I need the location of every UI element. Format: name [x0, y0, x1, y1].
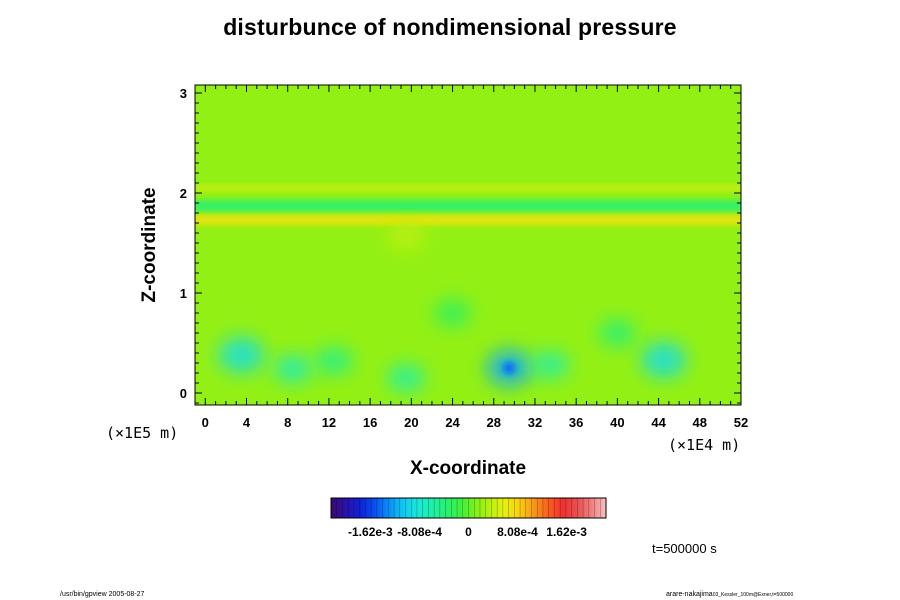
footer-program: /usr/bin/gpview 2005-08-27: [60, 591, 145, 598]
x-tick-label: 4: [243, 415, 251, 430]
colorbar-tick-label: -8.08e-4: [397, 525, 442, 539]
field-anomaly-6: [641, 342, 687, 378]
colorbar-tick-label: 1.62e-3: [546, 525, 587, 539]
colorbar-tick-label: 8.08e-4: [497, 525, 538, 539]
x-tick-label: 28: [487, 415, 501, 430]
field-band-0: [195, 185, 741, 191]
x-tick-label: 40: [610, 415, 624, 430]
x-tick-label: 44: [651, 415, 666, 430]
x-scale-factor: (×1E4 m): [668, 436, 741, 454]
plot-frame: [194, 84, 742, 406]
pressure-field: [195, 85, 741, 405]
field-anomaly-0: [218, 337, 265, 373]
field-anomaly-core-4: [503, 362, 516, 374]
field-band-1: [195, 200, 741, 212]
y-tick-label: 0: [180, 386, 187, 401]
y-tick-label: 1: [180, 286, 187, 301]
x-axis: 0 4 8 12 16 20 24 28 32 36 40 44 48 52: [194, 85, 748, 430]
y-tick-label: 2: [180, 186, 187, 201]
colorbar-tick-label: 0: [465, 525, 472, 539]
x-tick-label: 0: [202, 415, 209, 430]
field-anomaly-2: [315, 347, 353, 375]
x-tick-label: 32: [528, 415, 542, 430]
field-anomaly-1: [274, 355, 312, 383]
footer-run-id: 03_Kessler_100m@Exner,t=500000: [712, 592, 794, 598]
field-anomaly-5: [531, 351, 569, 379]
field-anomaly-7: [598, 319, 636, 347]
y-axis: 0 1 2 3: [180, 86, 741, 404]
x-tick-label: 24: [445, 415, 460, 430]
x-tick-label: 52: [734, 415, 748, 430]
time-label: t=500000 s: [652, 541, 717, 556]
colorbar-tick-label: -1.62e-3: [348, 525, 393, 539]
y-axis-label: Z-coordinate: [139, 187, 160, 303]
x-tick-label: 36: [569, 415, 583, 430]
x-tick-label: 20: [404, 415, 418, 430]
chart-title: disturbunce of nondimensional pressure: [223, 14, 677, 40]
x-tick-label: 16: [363, 415, 377, 430]
field-anomaly-9: [387, 222, 425, 250]
y-tick-label: 3: [180, 86, 187, 101]
field-anomaly-8: [434, 299, 472, 327]
z-scale-factor: (×1E5 m): [106, 424, 179, 442]
field-anomaly-3: [387, 364, 425, 392]
x-tick-label: 8: [284, 415, 291, 430]
footer-author: arare-nakajima03_Kessler_100m@Exner,t=50…: [666, 591, 793, 598]
x-tick-label: 48: [693, 415, 707, 430]
x-axis-label: X-coordinate: [409, 458, 527, 479]
field-band-2: [195, 215, 741, 225]
x-tick-label: 12: [322, 415, 336, 430]
footer-author-name: arare-nakajima: [666, 591, 713, 598]
colorbar: -1.62e-3 -8.08e-4 0 8.08e-4 1.62e-3: [330, 497, 607, 539]
